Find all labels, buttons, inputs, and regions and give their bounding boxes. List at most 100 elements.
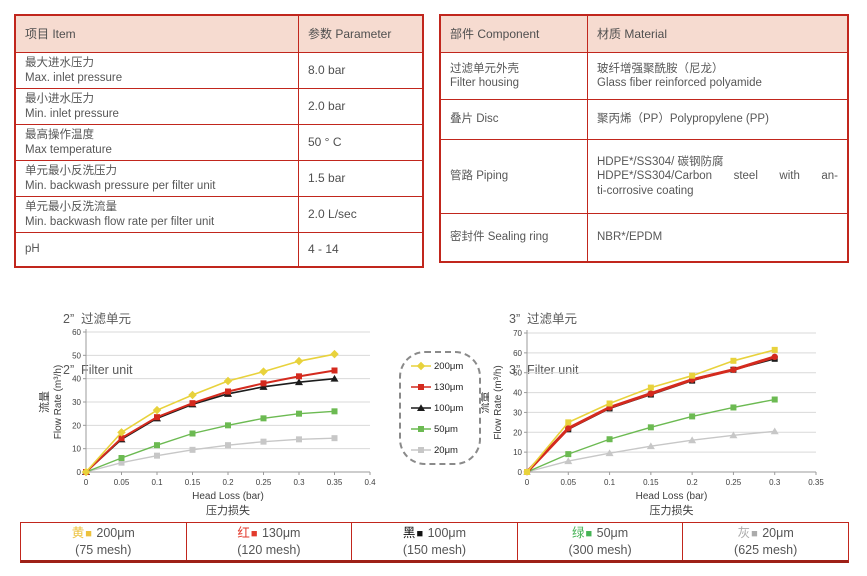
- micron-label: 50μm: [593, 526, 629, 540]
- diamond-marker-icon: [411, 361, 431, 371]
- svg-text:70: 70: [513, 329, 522, 338]
- svg-text:30: 30: [72, 398, 81, 407]
- micron-label: 20μm: [758, 526, 794, 540]
- svg-text:0: 0: [518, 468, 523, 477]
- mesh-legend-cell: 黑■ 100μm (150 mesh): [351, 523, 517, 560]
- spec-header-item: 项目 Item: [25, 26, 76, 41]
- component-cell: 叠片 Disc: [441, 100, 587, 139]
- svg-text:0.1: 0.1: [604, 478, 616, 487]
- chart-title-2in: 2” 过滤单元 2” Filter unit: [63, 277, 132, 396]
- table-row: 密封件 Sealing ring NBR*/EPDM: [441, 213, 847, 261]
- legend-item-label: 200μm: [434, 360, 464, 372]
- legend-item-label: 130μm: [434, 381, 464, 393]
- svg-text:0.3: 0.3: [293, 478, 305, 487]
- svg-text:Flow Rate (m³/h): Flow Rate (m³/h): [493, 365, 504, 439]
- svg-text:0.35: 0.35: [327, 478, 343, 487]
- chart-title-cn: 2” 过滤单元: [63, 312, 132, 326]
- svg-text:40: 40: [72, 375, 81, 384]
- mesh-size-label: 黄■ 200μm: [72, 525, 135, 542]
- item-label-en: Min. backwash pressure per filter unit: [25, 179, 216, 192]
- item-cell: 最高操作温度 Max temperature: [16, 125, 298, 160]
- material-header-material: 材质 Material: [587, 16, 847, 52]
- svg-text:Head Loss (bar): Head Loss (bar): [636, 491, 708, 502]
- svg-text:Head Loss (bar): Head Loss (bar): [192, 491, 264, 502]
- flow-rate-chart-3in: 0 10 20 30 40 50 60 70 0 0.05 0.1 0.15 0.2 0.25 0.3 0.3…: [477, 329, 824, 517]
- item-label-en: Max temperature: [25, 143, 112, 156]
- chart-title-3in: 3” 过滤单元 3” Filter unit: [509, 277, 578, 396]
- triangle-marker-icon: [411, 404, 431, 411]
- mesh-size-label: 红■ 130μm: [237, 525, 300, 542]
- component-label-en: Filter housing: [450, 77, 520, 89]
- micron-label: 130μm: [258, 526, 301, 540]
- mesh-size-label: 黑■ 100μm: [403, 525, 466, 542]
- item-label-en: Min. backwash flow rate per filter unit: [25, 215, 215, 228]
- svg-text:60: 60: [513, 349, 522, 358]
- item-label-cn: 最大进水压力: [25, 57, 94, 69]
- svg-text:0.15: 0.15: [185, 478, 201, 487]
- material-line: ti-corrosive coating: [597, 184, 694, 197]
- material-line: 聚丙烯（PP）Polypropylene (PP): [597, 113, 769, 126]
- item-label-cn: 单元最小反洗流量: [25, 201, 117, 213]
- material-cell: 聚丙烯（PP）Polypropylene (PP): [587, 100, 847, 139]
- item-label-cn: pH: [25, 243, 40, 256]
- mesh-count-label: (300 mesh): [568, 543, 632, 557]
- legend-item: 100μm: [410, 398, 479, 419]
- svg-text:流量: 流量: [37, 391, 51, 413]
- svg-text:20: 20: [513, 428, 522, 437]
- color-name-cn: 红: [237, 526, 250, 540]
- table-row: 单元最小反洗流量 Min. backwash flow rate per fil…: [16, 196, 422, 232]
- legend-item: 20μm: [410, 440, 479, 461]
- item-cell: 最小进水压力 Min. inlet pressure: [16, 89, 298, 124]
- material-line: Glass fiber reinforced polyamide: [597, 77, 762, 89]
- color-name-cn: 黄: [71, 526, 85, 540]
- table-row: 叠片 Disc 聚丙烯（PP）Polypropylene (PP): [441, 99, 847, 139]
- table-row: 最小进水压力 Min. inlet pressure 2.0 bar: [16, 88, 422, 124]
- svg-text:0.05: 0.05: [560, 478, 576, 487]
- svg-text:0: 0: [525, 478, 530, 487]
- svg-text:0.2: 0.2: [687, 478, 699, 487]
- svg-text:0: 0: [84, 478, 89, 487]
- svg-text:0.2: 0.2: [222, 478, 234, 487]
- color-swatch-icon: ■: [585, 528, 593, 540]
- micron-label: 100μm: [424, 526, 467, 540]
- mesh-count-label: (150 mesh): [402, 543, 467, 557]
- material-table: 部件 Component 材质 Material 过滤单元外壳 Filter h…: [439, 14, 849, 263]
- svg-text:20: 20: [72, 421, 81, 430]
- legend-item: 50μm: [410, 419, 479, 440]
- mesh-legend-bar: 黄■ 200μm (75 mesh) 红■ 130μm (120 mesh) 黑■ 10…: [20, 522, 849, 563]
- chart-title-en: 2” Filter unit: [63, 363, 133, 377]
- color-name-cn: 绿: [571, 526, 585, 540]
- component-label-cn: 过滤单元外壳: [450, 62, 519, 75]
- mesh-size-label: 灰■ 20μm: [738, 525, 794, 542]
- table-row: 最大进水压力 Max. inlet pressure 8.0 bar: [16, 52, 422, 88]
- mesh-size-label: 绿■ 50μm: [572, 525, 628, 542]
- svg-text:0.25: 0.25: [256, 478, 272, 487]
- svg-text:Flow Rate (m³/h): Flow Rate (m³/h): [53, 365, 64, 439]
- color-name-cn: 灰: [737, 526, 751, 540]
- color-swatch-icon: ■: [751, 528, 758, 540]
- material-cell: NBR*/EPDM: [587, 214, 847, 261]
- item-label-cn: 最小进水压力: [25, 93, 94, 105]
- table-row: pH 4 - 14: [16, 232, 422, 266]
- svg-text:压力损失: 压力损失: [206, 503, 250, 517]
- parameter-value: 1.5 bar: [298, 161, 422, 196]
- mesh-count-label: (625 mesh): [734, 543, 798, 557]
- color-name-cn: 黑: [402, 526, 416, 540]
- component-label-cn: 管路 Piping: [450, 170, 509, 183]
- mesh-legend-cell: 灰■ 20μm (625 mesh): [682, 523, 848, 560]
- svg-text:0.1: 0.1: [151, 478, 163, 487]
- table-row: 过滤单元外壳 Filter housing 玻纤增强聚酰胺（尼龙） Glass …: [441, 52, 847, 99]
- svg-text:30: 30: [513, 408, 522, 417]
- material-line: NBR*/EPDM: [597, 231, 663, 244]
- legend-item-label: 50μm: [434, 423, 458, 435]
- material-line: HDPE*/SS304/ 碳钢防腐: [597, 155, 724, 168]
- material-table-header: 部件 Component 材质 Material: [441, 16, 847, 52]
- item-label-en: Max. inlet pressure: [25, 71, 123, 84]
- svg-text:10: 10: [513, 448, 522, 457]
- svg-text:0.25: 0.25: [726, 478, 742, 487]
- chart-legend-box: 200μm 130μm 100μm 50μm 20μm: [399, 351, 481, 465]
- item-label-en: Min. inlet pressure: [25, 107, 119, 120]
- flow-rate-chart-2in: 0 10 20 30 40 50 60 0 0.05 0.1 0.15 0.2 0.25 0.3 0.35 0…: [37, 328, 376, 517]
- svg-text:50: 50: [72, 351, 81, 360]
- parameter-value: 2.0 bar: [298, 89, 422, 124]
